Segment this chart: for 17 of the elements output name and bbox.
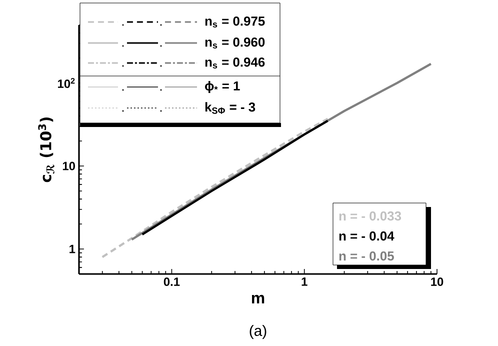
annotation: ϕ$_{*}$ = 1 (205, 80, 240, 94)
annotation: k$_{SΦ}$ = - 3 (205, 102, 256, 114)
text: n = - 0.033 (339, 211, 402, 221)
y-tick-label: 10$^{2}$ (58, 78, 75, 88)
text: (a) (250, 325, 266, 339)
y-tick-label: 10 (62, 162, 75, 170)
x-axis-title: m (252, 294, 264, 304)
y-axis-title: c$_{ℛ}$ (10$^{3}$) (38, 117, 54, 182)
annotation: n$_{s}$ = 0.946 (205, 58, 265, 68)
annotation: n$_{s}$ = 0.960 (205, 38, 265, 48)
annotation: n$_{s}$ = 0.975 (205, 16, 265, 28)
x-tick-label: 1 (302, 278, 308, 286)
text: n = - 0.04 (339, 231, 394, 241)
x-tick-label: 0.1 (164, 278, 180, 286)
x-tick-label: 10 (431, 278, 444, 286)
text: n = - 0.05 (339, 251, 394, 261)
y-tick-label: 1 (70, 244, 76, 254)
